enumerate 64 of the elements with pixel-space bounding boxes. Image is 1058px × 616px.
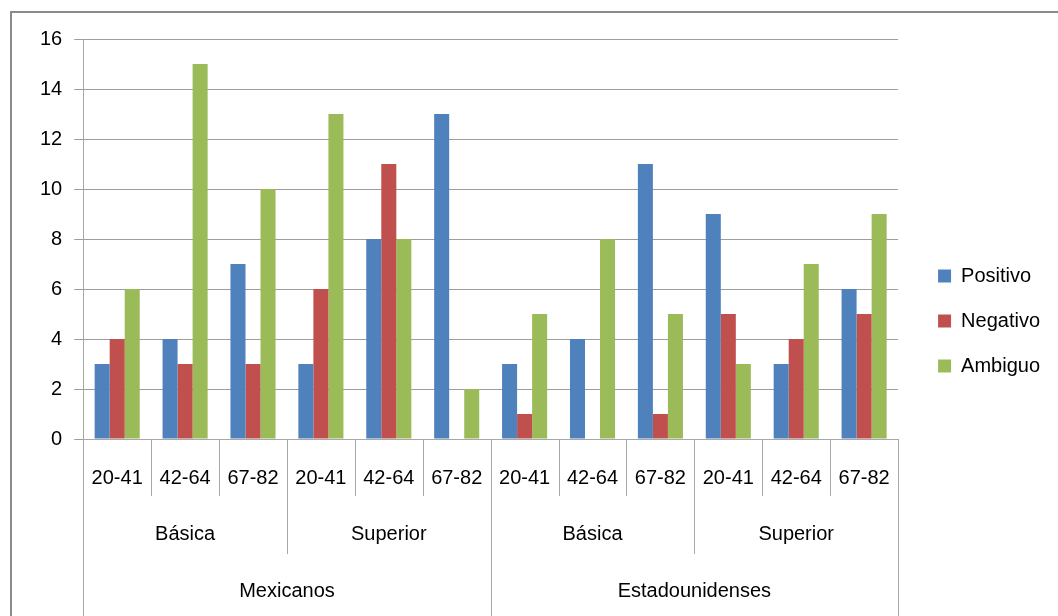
bar	[313, 289, 329, 439]
x-tick-label: 42-64	[770, 465, 822, 488]
bar	[841, 289, 857, 439]
bar	[366, 239, 382, 439]
bar	[871, 214, 887, 439]
bar	[177, 364, 193, 439]
y-tick-label: 6	[51, 276, 63, 299]
x-tick-label: 20-41	[702, 465, 754, 488]
bar	[720, 314, 736, 439]
bar	[856, 314, 872, 439]
bar	[773, 364, 789, 439]
bar	[705, 214, 721, 439]
y-tick-label: 2	[51, 376, 63, 399]
text: Básica	[155, 521, 216, 544]
bar	[735, 364, 751, 439]
bar	[569, 339, 585, 439]
y-tick-label: 10	[40, 176, 63, 199]
bar	[637, 164, 653, 439]
bar	[788, 339, 804, 439]
bar	[396, 239, 412, 439]
bar	[803, 264, 819, 439]
x-tick-label: 42-64	[159, 465, 211, 488]
text: Superior	[758, 521, 835, 544]
bar	[600, 239, 616, 439]
bar	[245, 364, 261, 439]
legend-label: Positivo	[961, 263, 1032, 286]
y-tick-label: 0	[51, 426, 63, 449]
x-tick-label: 67-82	[838, 465, 890, 488]
bar	[230, 264, 246, 439]
bar	[298, 364, 314, 439]
bar	[502, 364, 518, 439]
y-tick-label: 12	[40, 126, 63, 149]
text: Mexicanos	[239, 578, 335, 601]
x-tick-label: 42-64	[363, 465, 415, 488]
x-tick-label: 20-41	[499, 465, 551, 488]
x-tick-label: 67-82	[431, 465, 483, 488]
x-tick-label: 67-82	[227, 465, 279, 488]
legend-label: Negativo	[961, 308, 1040, 331]
text: Estadounidenses	[617, 578, 772, 601]
text: Superior	[351, 521, 427, 544]
bar	[328, 114, 344, 439]
bar	[667, 314, 683, 439]
bar	[434, 114, 450, 439]
y-tick-label: 4	[51, 326, 63, 349]
x-tick-label: 20-41	[91, 465, 143, 488]
bar	[517, 414, 533, 439]
bar	[652, 414, 668, 439]
legend-label: Ambiguo	[961, 353, 1040, 376]
bar	[94, 364, 110, 439]
x-tick-label: 67-82	[634, 465, 686, 488]
bar	[381, 164, 397, 439]
bar	[260, 189, 276, 439]
y-tick-label: 8	[51, 226, 63, 249]
bar	[109, 339, 125, 439]
bar	[192, 64, 208, 439]
y-tick-label: 14	[40, 76, 63, 99]
text: Básica	[562, 521, 624, 544]
bar	[162, 339, 178, 439]
bar	[124, 289, 140, 439]
bar	[532, 314, 548, 439]
x-tick-label: 42-64	[566, 465, 619, 488]
x-tick-label: 20-41	[295, 465, 347, 488]
bar	[464, 389, 480, 439]
y-tick-label: 16	[40, 26, 63, 49]
